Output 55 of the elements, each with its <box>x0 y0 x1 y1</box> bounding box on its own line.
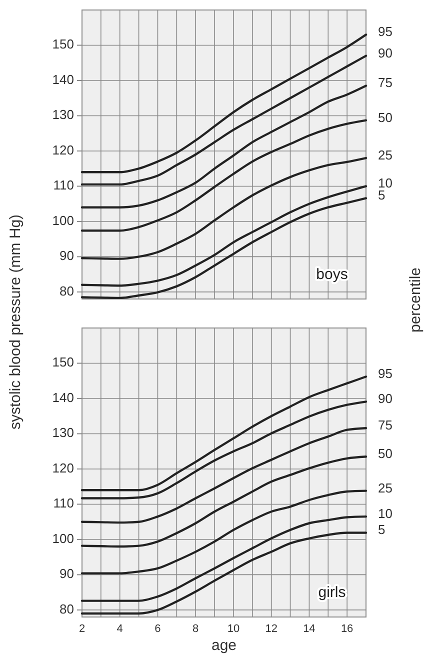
y-tick-label: 90 <box>60 248 74 264</box>
line-series <box>80 532 368 615</box>
y-tick-label: 130 <box>52 425 74 440</box>
line-series <box>80 490 368 574</box>
y-tick-label: 120 <box>52 142 74 158</box>
y-tick-label: 80 <box>60 601 74 616</box>
x-tick-label: 4 <box>116 623 123 635</box>
y-tick-label: 140 <box>52 390 74 405</box>
x-tick-label: 6 <box>154 623 161 635</box>
y-tick-label: 100 <box>52 212 74 228</box>
line-series <box>80 456 368 548</box>
line-series <box>80 426 368 524</box>
x-tick-label: 14 <box>303 623 316 635</box>
line-series <box>80 34 368 174</box>
line-series <box>80 185 368 287</box>
line-series <box>80 400 368 500</box>
line-series <box>80 515 368 602</box>
series-label: 90 <box>378 45 392 60</box>
y-tick-label: 110 <box>53 496 74 511</box>
x-tick-label: 8 <box>192 623 199 635</box>
x-tick-label: 2 <box>78 623 86 635</box>
line-series <box>80 156 368 260</box>
y-tick-label: 110 <box>53 178 74 193</box>
series-label: 50 <box>378 110 392 125</box>
y-tick-label: 130 <box>52 107 74 122</box>
series-label: 25 <box>378 480 392 496</box>
y-tick-label: 140 <box>52 72 74 87</box>
series-label: 75 <box>378 418 392 433</box>
line-series <box>80 376 368 492</box>
series-label: 75 <box>378 75 392 90</box>
x-tick-label: 16 <box>340 623 354 635</box>
y-tick-label: 150 <box>52 354 74 370</box>
y-tick-label: 120 <box>52 460 74 476</box>
series-label: 90 <box>378 391 392 406</box>
x-axis-title: age <box>211 637 237 654</box>
y-tick-label: 90 <box>60 566 74 582</box>
y-tick-label: 150 <box>52 36 74 52</box>
series-label: 95 <box>378 24 392 40</box>
series-label: 5 <box>378 522 386 538</box>
series-label: 25 <box>378 147 392 162</box>
text: boys <box>316 266 348 283</box>
line-series <box>80 197 368 300</box>
y-axis-title: systolic blood pressure (mm Hg) <box>7 214 24 430</box>
line-series <box>80 119 368 232</box>
x-tick-label: 12 <box>265 623 278 635</box>
series-label: 50 <box>378 446 392 462</box>
series-label: 10 <box>378 506 392 521</box>
series-label: 95 <box>378 366 392 382</box>
line-series <box>80 54 368 186</box>
text: girls <box>318 584 346 601</box>
x-tick-label: 10 <box>227 623 240 635</box>
y-tick-label: 100 <box>52 530 74 546</box>
legend-title: percentile <box>407 267 424 333</box>
line-series <box>80 84 368 208</box>
y-tick-label: 80 <box>60 283 74 298</box>
